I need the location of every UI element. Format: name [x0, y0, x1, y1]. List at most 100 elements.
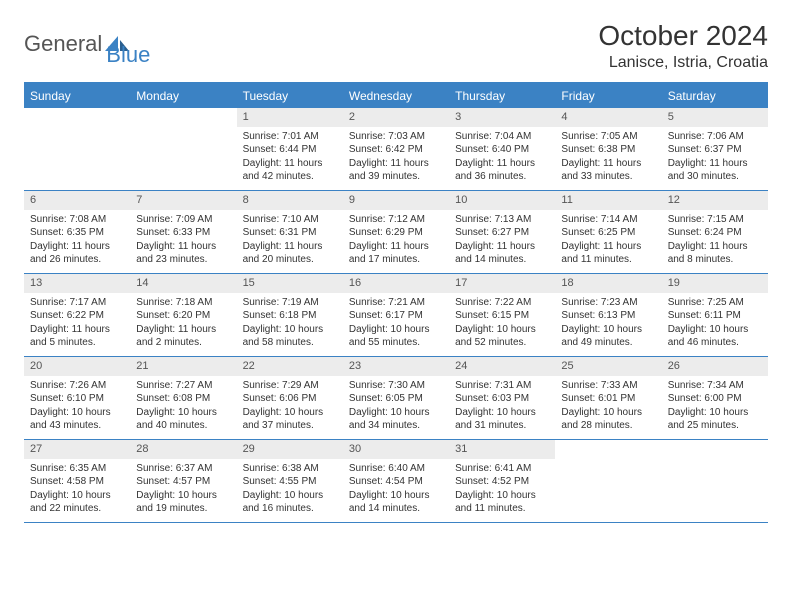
calendar-day-cell: 19 Sunrise: 7:25 AMSunset: 6:11 PMDayligh…: [662, 274, 768, 356]
calendar-day-cell: 1Sunrise: 7:01 AMSunset: 6:44 PMDaylight…: [237, 108, 343, 190]
daylight-text: Daylight: 10 hours and 28 minutes.: [561, 406, 655, 433]
calendar-day-cell: 11Sunrise: 7:14 AMSunset: 6:25 PMDayligh…: [555, 191, 661, 273]
sunset-text: Sunset: 6:01 PM: [561, 392, 655, 406]
sunset-text: Sunset: 6:27 PM: [455, 226, 549, 240]
day-details: Sunrise: 6:35 AMSunset: 4:58 PMDaylight:…: [24, 459, 130, 522]
day-number: 15: [243, 277, 255, 289]
sunset-text: Sunset: 6:22 PM: [30, 309, 124, 323]
day-number: 19: [668, 277, 680, 289]
sunset-text: Sunset: 6:13 PM: [561, 309, 655, 323]
day-details: Sunrise: 7:23 AMSunset: 6:13 PMDaylight:…: [555, 293, 661, 356]
sunset-text: Sunset: 4:52 PM: [455, 475, 549, 489]
day-number: 12: [668, 194, 680, 206]
daylight-text: Daylight: 11 hours and 8 minutes.: [668, 240, 762, 267]
daylight-text: Daylight: 11 hours and 20 minutes.: [243, 240, 337, 267]
logo: General Blue: [24, 20, 150, 68]
daylight-text: Daylight: 11 hours and 5 minutes.: [30, 323, 124, 350]
sunrise-text: Sunrise: 7:18 AM: [136, 296, 230, 310]
day-number-bar: 1: [237, 108, 343, 127]
day-details: Sunrise: 7:31 AMSunset: 6:03 PMDaylight:…: [449, 376, 555, 439]
calendar-day-cell: 9 Sunrise: 7:12 AMSunset: 6:29 PMDaylight…: [343, 191, 449, 273]
calendar-day-cell: 27Sunrise: 6:35 AMSunset: 4:58 PMDayligh…: [24, 440, 130, 522]
sunset-text: Sunset: 6:11 PM: [668, 309, 762, 323]
calendar-day-cell: 21Sunrise: 7:27 AMSunset: 6:08 PMDayligh…: [130, 357, 236, 439]
sunrise-text: Sunrise: 7:30 AM: [349, 379, 443, 393]
day-details: Sunrise: 7:04 AMSunset: 6:40 PMDaylight:…: [449, 127, 555, 190]
day-details: Sunrise: 7:26 AMSunset: 6:10 PMDaylight:…: [24, 376, 130, 439]
weekday-header-row: SundayMondayTuesdayWednesdayThursdayFrid…: [24, 84, 768, 108]
daylight-text: Daylight: 10 hours and 58 minutes.: [243, 323, 337, 350]
day-number: 6: [30, 194, 36, 206]
sunset-text: Sunset: 6:44 PM: [243, 143, 337, 157]
day-details: Sunrise: 7:09 AMSunset: 6:33 PMDaylight:…: [130, 210, 236, 273]
day-number-bar: 16: [343, 274, 449, 293]
calendar-day-cell: 5Sunrise: 7:06 AMSunset: 6:37 PMDaylight…: [662, 108, 768, 190]
calendar-week-row: 13Sunrise: 7:17 AMSunset: 6:22 PMDayligh…: [24, 274, 768, 357]
sunset-text: Sunset: 6:08 PM: [136, 392, 230, 406]
sunset-text: Sunset: 4:54 PM: [349, 475, 443, 489]
calendar-day-cell: 28Sunrise: 6:37 AMSunset: 4:57 PMDayligh…: [130, 440, 236, 522]
calendar-day-cell: 3Sunrise: 7:04 AMSunset: 6:40 PMDaylight…: [449, 108, 555, 190]
daylight-text: Daylight: 10 hours and 22 minutes.: [30, 489, 124, 516]
calendar-day-cell: 17Sunrise: 7:22 AMSunset: 6:15 PMDayligh…: [449, 274, 555, 356]
weekday-header: Thursday: [449, 84, 555, 108]
calendar-day-cell: 7Sunrise: 7:09 AMSunset: 6:33 PMDaylight…: [130, 191, 236, 273]
day-number-bar: 9: [343, 191, 449, 210]
daylight-text: Daylight: 11 hours and 30 minutes.: [668, 157, 762, 184]
day-details: Sunrise: 7:12 AMSunset: 6:29 PMDaylight:…: [343, 210, 449, 273]
day-details: Sunrise: 7:34 AMSunset: 6:00 PMDaylight:…: [662, 376, 768, 439]
sunset-text: Sunset: 6:24 PM: [668, 226, 762, 240]
daylight-text: Daylight: 11 hours and 17 minutes.: [349, 240, 443, 267]
calendar-day-cell: 16Sunrise: 7:21 AMSunset: 6:17 PMDayligh…: [343, 274, 449, 356]
calendar-day-cell: [130, 108, 236, 190]
sunset-text: Sunset: 6:35 PM: [30, 226, 124, 240]
day-number: 5: [668, 111, 674, 123]
sunset-text: Sunset: 6:06 PM: [243, 392, 337, 406]
weekday-header: Sunday: [24, 84, 130, 108]
day-number-bar: 7: [130, 191, 236, 210]
day-details: Sunrise: 7:21 AMSunset: 6:17 PMDaylight:…: [343, 293, 449, 356]
calendar-week-row: 27Sunrise: 6:35 AMSunset: 4:58 PMDayligh…: [24, 440, 768, 523]
sunrise-text: Sunrise: 7:25 AM: [668, 296, 762, 310]
day-number: 13: [30, 277, 42, 289]
title-block: October 2024 Lanisce, Istria, Croatia: [598, 20, 768, 72]
sunrise-text: Sunrise: 6:38 AM: [243, 462, 337, 476]
day-number: 10: [455, 194, 467, 206]
day-number: 29: [243, 443, 255, 455]
daylight-text: Daylight: 10 hours and 49 minutes.: [561, 323, 655, 350]
day-number: 22: [243, 360, 255, 372]
day-number-bar: 27: [24, 440, 130, 459]
daylight-text: Daylight: 10 hours and 16 minutes.: [243, 489, 337, 516]
day-number-bar: 12: [662, 191, 768, 210]
day-number: 2: [349, 111, 355, 123]
daylight-text: Daylight: 10 hours and 46 minutes.: [668, 323, 762, 350]
weekday-header: Friday: [555, 84, 661, 108]
day-number-bar: 15: [237, 274, 343, 293]
sunrise-text: Sunrise: 7:31 AM: [455, 379, 549, 393]
day-number-bar: 11: [555, 191, 661, 210]
sunrise-text: Sunrise: 7:26 AM: [30, 379, 124, 393]
day-number: 4: [561, 111, 567, 123]
weekday-header: Tuesday: [237, 84, 343, 108]
day-details: Sunrise: 7:30 AMSunset: 6:05 PMDaylight:…: [343, 376, 449, 439]
sunset-text: Sunset: 4:55 PM: [243, 475, 337, 489]
sunset-text: Sunset: 6:29 PM: [349, 226, 443, 240]
day-number-bar: 19: [662, 274, 768, 293]
day-details: Sunrise: 7:14 AMSunset: 6:25 PMDaylight:…: [555, 210, 661, 273]
daylight-text: Daylight: 10 hours and 55 minutes.: [349, 323, 443, 350]
day-details: Sunrise: 7:19 AMSunset: 6:18 PMDaylight:…: [237, 293, 343, 356]
sunset-text: Sunset: 6:37 PM: [668, 143, 762, 157]
day-number-bar: 23: [343, 357, 449, 376]
calendar-day-cell: 20Sunrise: 7:26 AMSunset: 6:10 PMDayligh…: [24, 357, 130, 439]
calendar-day-cell: 14Sunrise: 7:18 AMSunset: 6:20 PMDayligh…: [130, 274, 236, 356]
day-number: 9: [349, 194, 355, 206]
sunrise-text: Sunrise: 7:33 AM: [561, 379, 655, 393]
day-number: 14: [136, 277, 148, 289]
daylight-text: Daylight: 11 hours and 36 minutes.: [455, 157, 549, 184]
sunset-text: Sunset: 6:40 PM: [455, 143, 549, 157]
calendar-week-row: 20Sunrise: 7:26 AMSunset: 6:10 PMDayligh…: [24, 357, 768, 440]
calendar-day-cell: 10Sunrise: 7:13 AMSunset: 6:27 PMDayligh…: [449, 191, 555, 273]
calendar: SundayMondayTuesdayWednesdayThursdayFrid…: [24, 82, 768, 523]
sunrise-text: Sunrise: 7:19 AM: [243, 296, 337, 310]
sunrise-text: Sunrise: 7:21 AM: [349, 296, 443, 310]
